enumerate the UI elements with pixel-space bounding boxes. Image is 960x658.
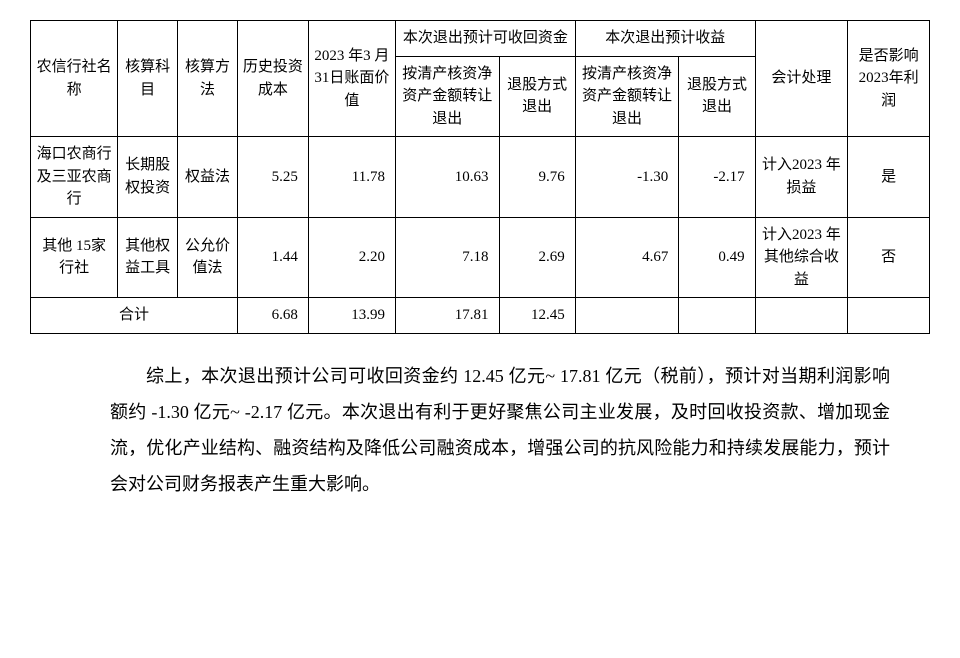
total-recov-withdraw: 12.45 xyxy=(499,298,575,334)
cell-book: 11.78 xyxy=(308,137,395,218)
col-recov-withdraw: 退股方式退出 xyxy=(499,56,575,137)
cell-income-w: -2.17 xyxy=(679,137,755,218)
col-affect-profit: 是否影响 2023年利润 xyxy=(848,21,930,137)
total-accounting xyxy=(755,298,848,334)
table-row: 海口农商行及三亚农商行长期股权投资权益法5.2511.7810.639.76-1… xyxy=(31,137,930,218)
col-income-transfer: 按清产核资净资产金额转让退出 xyxy=(575,56,679,137)
col-account-subject: 核算科目 xyxy=(118,21,178,137)
col-recov-transfer: 按清产核资净资产金额转让退出 xyxy=(396,56,500,137)
col-accounting: 会计处理 xyxy=(755,21,848,137)
col-historical-cost: 历史投资成本 xyxy=(238,21,309,137)
cell-recov-t: 7.18 xyxy=(396,217,500,298)
total-cost: 6.68 xyxy=(238,298,309,334)
total-income-withdraw xyxy=(679,298,755,334)
summary-paragraph: 综上，本次退出预计公司可收回资金约 12.45 亿元~ 17.81 亿元（税前）… xyxy=(110,358,890,502)
total-affect xyxy=(848,298,930,334)
col-account-method: 核算方法 xyxy=(178,21,238,137)
col-book-value: 2023 年3 月31日账面价值 xyxy=(308,21,395,137)
col-group-recoverable: 本次退出预计可收回资金 xyxy=(396,21,576,57)
cell-affect: 是 xyxy=(848,137,930,218)
cell-recov-t: 10.63 xyxy=(396,137,500,218)
total-recov-transfer: 17.81 xyxy=(396,298,500,334)
table-row: 其他 15家行社其他权益工具公允价值法1.442.207.182.694.670… xyxy=(31,217,930,298)
cell-recov-w: 9.76 xyxy=(499,137,575,218)
cell-accounting: 计入2023 年损益 xyxy=(755,137,848,218)
col-income-withdraw: 退股方式退出 xyxy=(679,56,755,137)
cell-income-t: 4.67 xyxy=(575,217,679,298)
cell-income-w: 0.49 xyxy=(679,217,755,298)
cell-method: 权益法 xyxy=(178,137,238,218)
cell-book: 2.20 xyxy=(308,217,395,298)
total-label: 合计 xyxy=(31,298,238,334)
cell-cost: 1.44 xyxy=(238,217,309,298)
cell-cost: 5.25 xyxy=(238,137,309,218)
cell-subject: 其他权益工具 xyxy=(118,217,178,298)
cell-method: 公允价值法 xyxy=(178,217,238,298)
cell-affect: 否 xyxy=(848,217,930,298)
cell-recov-w: 2.69 xyxy=(499,217,575,298)
cell-income-t: -1.30 xyxy=(575,137,679,218)
total-book: 13.99 xyxy=(308,298,395,334)
cell-name: 海口农商行及三亚农商行 xyxy=(31,137,118,218)
data-table: 农信行社名称 核算科目 核算方法 历史投资成本 2023 年3 月31日账面价值… xyxy=(30,20,930,334)
cell-accounting: 计入2023 年其他综合收益 xyxy=(755,217,848,298)
cell-name: 其他 15家行社 xyxy=(31,217,118,298)
cell-subject: 长期股权投资 xyxy=(118,137,178,218)
total-income-transfer xyxy=(575,298,679,334)
col-group-income: 本次退出预计收益 xyxy=(575,21,755,57)
col-name: 农信行社名称 xyxy=(31,21,118,137)
